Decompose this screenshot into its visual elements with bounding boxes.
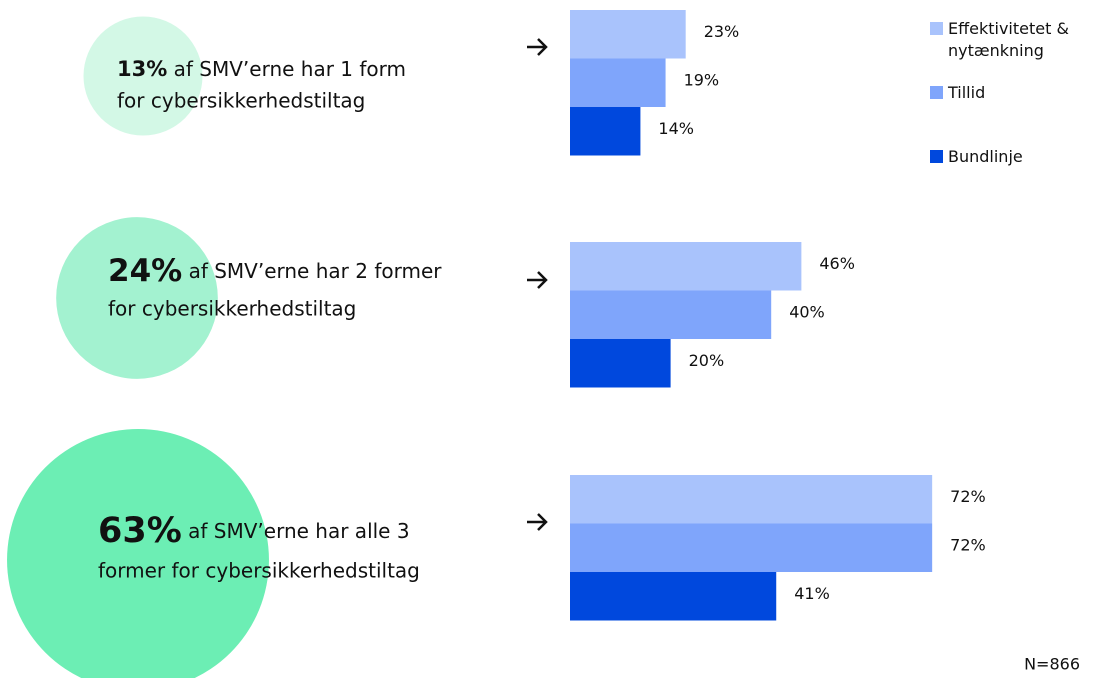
value-label: 14% xyxy=(658,119,694,138)
legend-swatch xyxy=(930,150,943,163)
legend-item: Tillid xyxy=(930,82,1100,104)
arrow xyxy=(527,38,548,56)
group-line: for cybersikkerhedstiltag xyxy=(117,89,365,113)
value-label: 72% xyxy=(950,535,986,554)
legend-item: Effektivitetet & nytænkning xyxy=(930,18,1100,62)
share-circle xyxy=(56,217,218,379)
bar xyxy=(570,475,933,524)
share-circle xyxy=(83,16,203,136)
bar xyxy=(570,242,802,291)
group-line: for cybersikkerhedstiltag xyxy=(108,297,356,321)
note: N=866 xyxy=(1024,655,1080,674)
share-label: 13% xyxy=(117,57,167,81)
value-label: 23% xyxy=(704,22,740,41)
bar xyxy=(570,58,666,107)
legend-swatch xyxy=(930,86,943,99)
value-label: 41% xyxy=(794,584,830,603)
group-line: af SMV’erne har 1 form xyxy=(174,57,406,81)
share-label: 24% xyxy=(108,253,182,289)
group-text: 13% af SMV’erne har 1 form xyxy=(117,57,406,82)
share-circle xyxy=(7,429,269,678)
group-line: af SMV’erne har alle 3 xyxy=(188,519,409,543)
legend-label: Tillid xyxy=(948,83,986,102)
value-label: 40% xyxy=(789,302,825,321)
value-label: 20% xyxy=(689,351,725,370)
bar xyxy=(570,10,686,59)
group-line: former for cybersikkerhedstiltag xyxy=(98,559,420,583)
share-label: 63% xyxy=(98,511,182,551)
legend-label: Effektivitetet & nytænkning xyxy=(948,19,1069,60)
bar xyxy=(570,339,671,388)
group-text: 24% af SMV’erne har 2 former xyxy=(108,253,442,289)
legend-swatch xyxy=(930,22,943,35)
value-label: 72% xyxy=(950,487,986,506)
value-label: 19% xyxy=(684,70,720,89)
group-text: 63% af SMV’erne har alle 3 xyxy=(98,511,410,551)
bar xyxy=(570,572,777,621)
bar xyxy=(570,107,641,156)
arrow xyxy=(527,271,548,289)
bar xyxy=(570,523,933,572)
arrow xyxy=(527,513,548,531)
legend-item: Bundlinje xyxy=(930,146,1100,168)
value-label: 46% xyxy=(819,254,855,273)
group-line: af SMV’erne har 2 former xyxy=(189,259,443,283)
bar xyxy=(570,290,772,339)
legend-label: Bundlinje xyxy=(948,147,1023,166)
